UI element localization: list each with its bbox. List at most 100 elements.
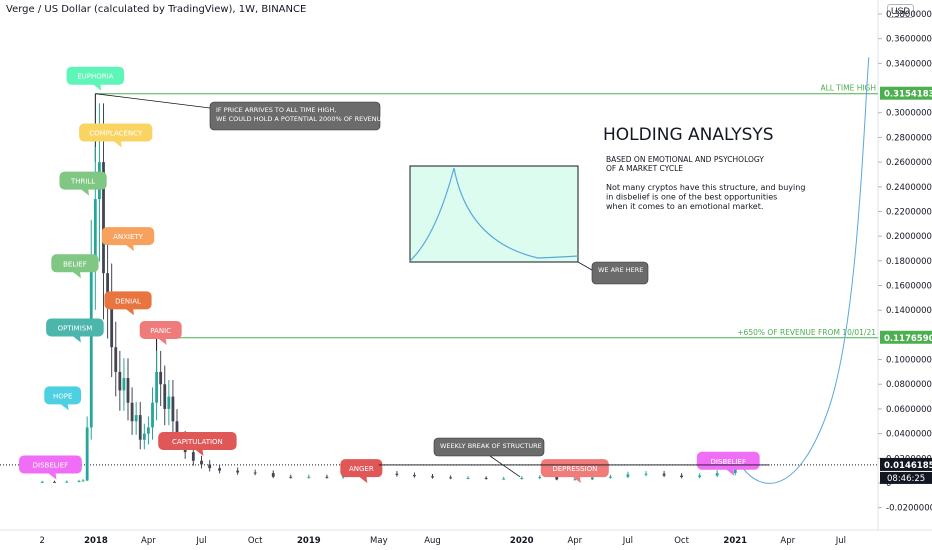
analysis-subtitle-line: OF A MARKET CYCLE [606, 164, 683, 173]
bubble-optimism: OPTIMISM [46, 318, 104, 343]
candle-body [159, 371, 163, 385]
candle-body [122, 378, 126, 391]
x-tick-label: Jul [622, 536, 633, 546]
candle-body [609, 476, 612, 478]
break-structure-leader [489, 455, 521, 478]
y-tick-label: 0 [886, 479, 891, 489]
x-tick-label: Oct [674, 536, 689, 546]
bubble-complacency: COMPLACENCY [79, 123, 153, 148]
candle-body [138, 415, 142, 440]
candle-body [590, 477, 594, 480]
bubble-capitulation: CAPITULATION [158, 432, 237, 457]
x-tick-label: 2020 [510, 536, 534, 546]
price-tag-revenue-650 [880, 330, 932, 344]
analysis-body-line: when it comes to an emotional market. [606, 202, 763, 211]
currency-button[interactable]: USD [886, 4, 914, 18]
countdown-text: 08:46:25 [887, 474, 925, 484]
candle-body [142, 433, 146, 440]
bubble-bg [44, 386, 82, 405]
bubble-label-belief: BELIEF [63, 260, 87, 268]
bubble-anxiety: ANXIETY [101, 227, 155, 252]
bubble-label-denial: DENIAL [115, 297, 141, 305]
candle-body [307, 476, 311, 478]
callout-line: WE COULD HOLD A POTENTIAL 2000% OF REVEN… [216, 115, 386, 123]
bubble-label-panic: PANIC [150, 327, 171, 335]
x-tick-label: 2018 [84, 536, 108, 546]
candle-body [573, 479, 577, 481]
analysis-body-line: Not many cryptos have this structure, an… [606, 183, 805, 192]
candle-body [538, 477, 542, 479]
bubble-bg [66, 66, 125, 85]
candle-body [698, 475, 702, 478]
x-tick-label: Apr [567, 536, 582, 546]
bubble-label-euphoria: EUPHORIA [77, 73, 113, 81]
callout-bg [433, 437, 545, 457]
candle-body [680, 475, 683, 478]
bubble-tail [112, 140, 122, 148]
bubble-bg [158, 432, 237, 451]
candle-body [520, 478, 524, 480]
market-cycle-curve [409, 167, 579, 262]
we-are-here-leader [577, 261, 593, 271]
bubble-tail [80, 188, 90, 196]
bubble-tail [59, 403, 69, 411]
x-tick-label: Apr [141, 536, 156, 546]
candle-body [218, 468, 221, 471]
countdown-tag [880, 471, 932, 484]
bubble-bg [51, 254, 99, 273]
bubble-denial: DENIAL [104, 291, 152, 316]
candle-body [271, 473, 275, 477]
callout-bg [591, 261, 649, 285]
candle-body [171, 396, 175, 422]
level-label-all-time-high: ALL TIME HIGH [820, 84, 876, 93]
level-label-revenue-650: +650% OF REVENUE FROM 10/01/21 [737, 328, 876, 337]
bubble-euphoria: EUPHORIA [66, 66, 125, 91]
candle-body [147, 427, 150, 434]
candle-body [395, 473, 399, 475]
bubble-tail [157, 337, 167, 345]
callout-line: WEEKLY BREAK OF STRUCTURE [440, 442, 542, 450]
analysis-subtitle-line: BASED ON EMOTIONAL AND PSYCHOLOGY [606, 155, 764, 164]
candle-body [106, 273, 109, 298]
bubble-tail [125, 308, 134, 316]
bubble-label-anxiety: ANXIETY [113, 233, 144, 241]
candle-body [81, 480, 85, 482]
price-tag-all-time-high [880, 86, 932, 100]
candle-body [289, 476, 293, 478]
x-tick-label: 2 [40, 536, 45, 546]
price-tag-text-revenue-650: 0.11765901 [884, 334, 932, 344]
x-tick-label: Apr [780, 536, 795, 546]
bubble-label-capitulation: CAPITULATION [172, 438, 223, 446]
candle-body [208, 464, 212, 469]
price-tag-text-current-price: 0.01461851 [884, 461, 932, 471]
candle-body [200, 460, 203, 465]
candle-body [163, 384, 167, 409]
candle-body [662, 473, 666, 476]
candle-body [466, 478, 470, 480]
bubble-label-disbelief-end: DISBELIEF [710, 458, 746, 466]
bubble-bg [59, 171, 107, 190]
candle-body [175, 421, 179, 440]
x-tick-label: 2021 [723, 536, 747, 546]
bubble-panic: PANIC [139, 320, 182, 345]
market-cycle-box [409, 165, 579, 263]
candle-body [413, 474, 416, 477]
bubble-depression: DEPRESSION [540, 459, 609, 484]
x-tick-label: Jul [195, 536, 206, 546]
bubble-tail [194, 449, 204, 457]
x-tick-label: Oct [248, 536, 263, 546]
callout-line: WE ARE HERE [598, 266, 643, 274]
bubble-disbelief-end: DISBELIEF [696, 451, 760, 476]
bubble-disbelief-start: DISBELIEF [19, 455, 82, 480]
